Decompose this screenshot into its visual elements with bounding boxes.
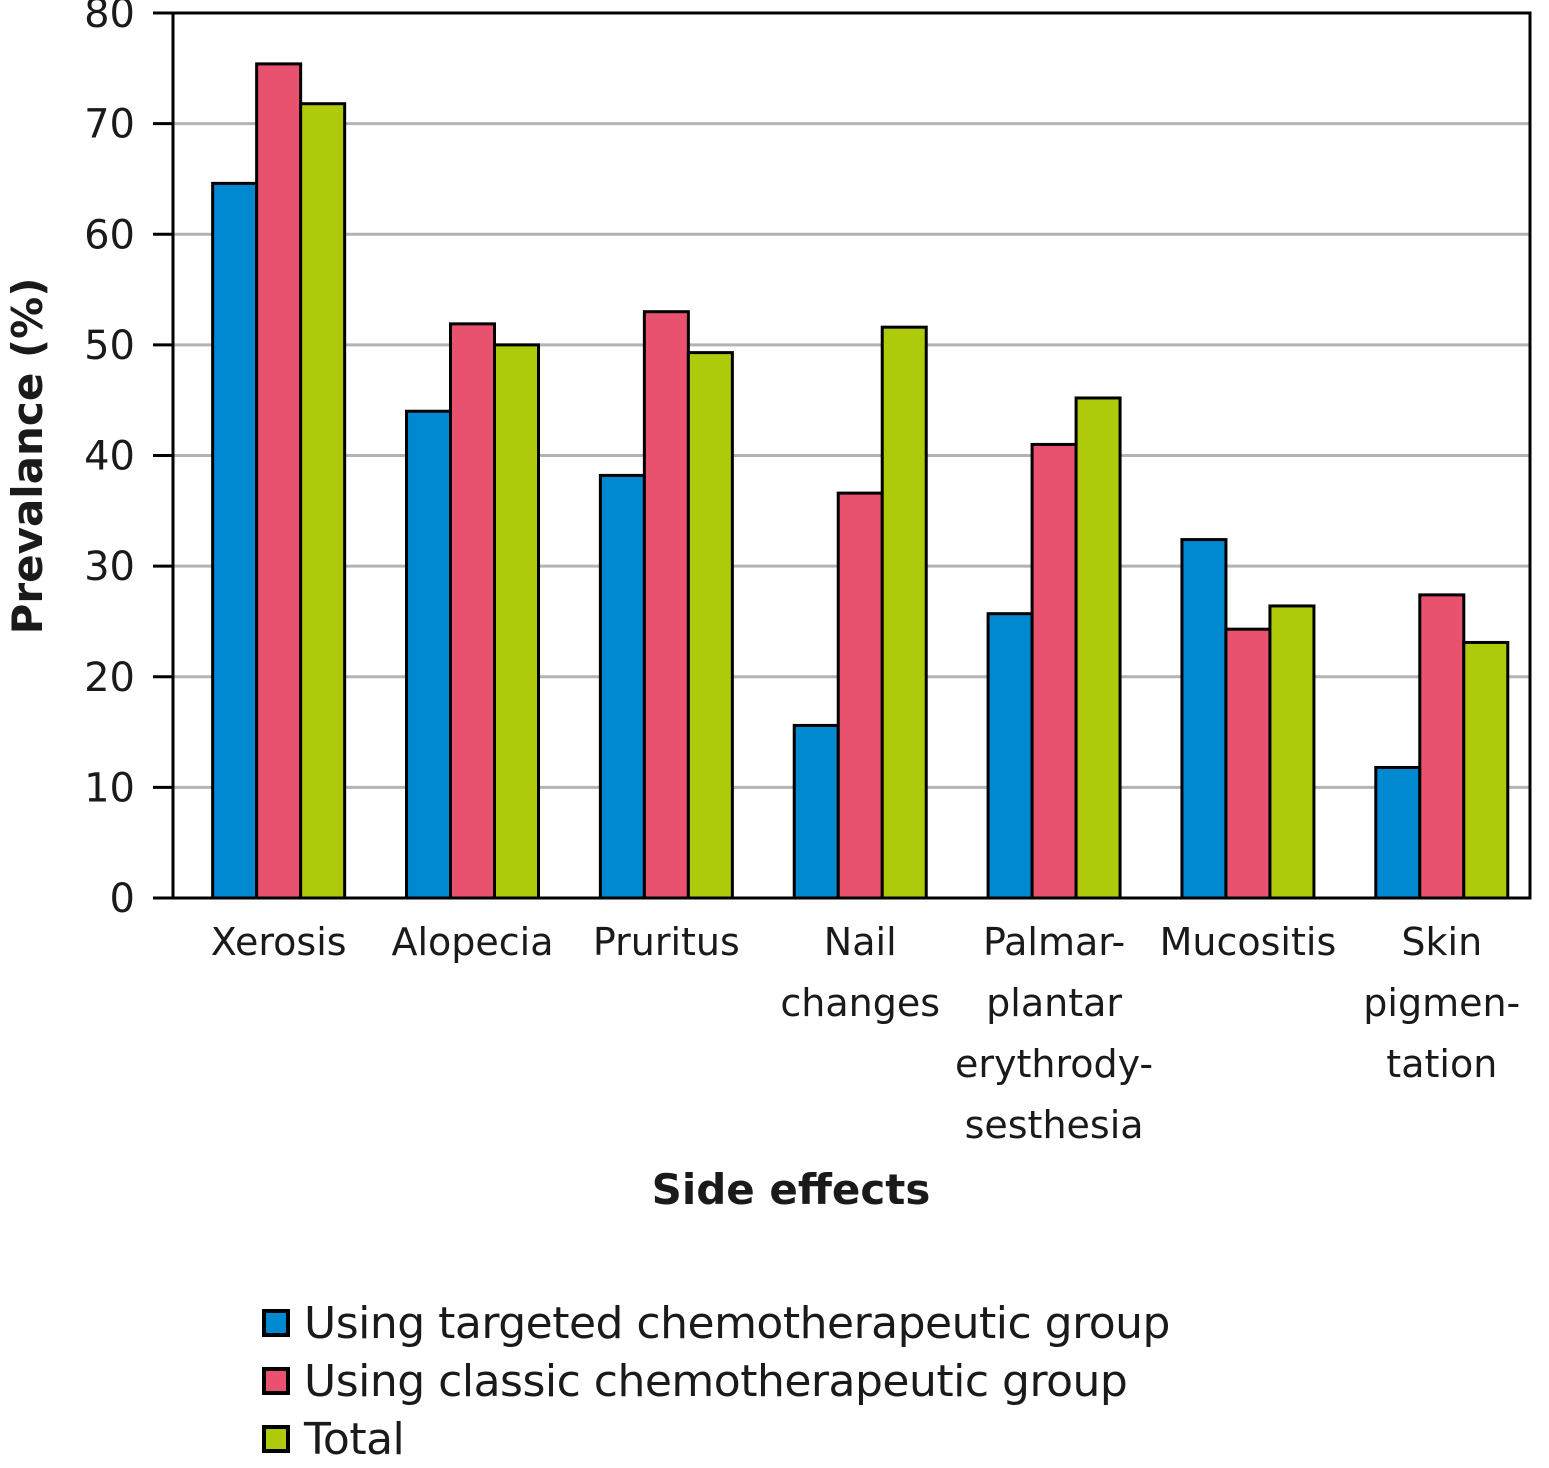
bar — [1462, 640, 1510, 900]
x-tick-label: Xerosis — [211, 920, 347, 964]
legend-label-total: Total — [304, 1413, 405, 1465]
legend-swatch-total — [262, 1425, 290, 1453]
bar — [493, 343, 541, 900]
y-tick-label: 0 — [110, 876, 135, 922]
x-tick-label-line: changes — [780, 981, 940, 1025]
y-tick-label: 70 — [84, 102, 135, 148]
legend: Using targeted chemotherapeutic group Us… — [262, 1294, 1170, 1468]
x-tick-label-line: Mucositis — [1160, 920, 1337, 964]
bar — [792, 723, 840, 900]
bar — [986, 612, 1034, 900]
bar — [255, 62, 303, 900]
x-tick-label: Skin pigmen-tation — [1363, 920, 1520, 1086]
x-tick-label: Nail changes — [780, 920, 940, 1025]
bars — [211, 62, 1510, 900]
legend-swatch-targeted — [262, 1309, 290, 1337]
bar — [211, 181, 259, 900]
bar — [299, 102, 347, 900]
legend-label-classic: Using classic chemotherapeutic group — [304, 1355, 1128, 1407]
y-tick-label: 20 — [84, 655, 135, 701]
y-ticks: 0 10 20 30 40 50 60 70 80 — [84, 0, 173, 922]
x-tick-label-line: Palmar- — [983, 920, 1125, 964]
x-tick-label-line: tation — [1386, 1042, 1497, 1086]
x-tick-label-line: erythrody- — [955, 1042, 1153, 1086]
bar-chart: 0 10 20 30 40 50 60 70 80 Xerosis Alopecia Pruritu… — [3, 0, 1532, 1214]
x-tick-label-line: Pruritus — [593, 920, 740, 964]
x-tick-label-line: pigmen- — [1363, 981, 1520, 1025]
x-tick-label-line: Nail — [824, 920, 897, 964]
bar — [1180, 538, 1228, 900]
x-tick-labels: Xerosis Alopecia Pruritus Nail changes Palmar… — [211, 920, 1521, 1147]
x-tick-label: Mucositis — [1160, 920, 1337, 964]
x-tick-label-line: sesthesia — [965, 1103, 1144, 1147]
bar — [1224, 627, 1272, 900]
bar — [642, 310, 690, 900]
x-tick-label: Pruritus — [593, 920, 740, 964]
y-axis-title: Prevalance (%) — [3, 278, 52, 635]
legend-swatch-classic — [262, 1367, 290, 1395]
x-tick-label-line: Alopecia — [391, 920, 553, 964]
bar — [598, 473, 646, 900]
y-tick-label: 30 — [84, 544, 135, 590]
y-tick-label: 80 — [84, 0, 135, 37]
x-tick-label-line: Skin — [1401, 920, 1482, 964]
legend-label-targeted: Using targeted chemotherapeutic group — [304, 1297, 1170, 1349]
y-tick-label: 40 — [84, 434, 135, 480]
legend-item-classic: Using classic chemotherapeutic group — [262, 1352, 1170, 1410]
bar — [1268, 604, 1316, 900]
x-axis-title: Side effects — [652, 1165, 931, 1214]
y-tick-label: 60 — [84, 212, 135, 258]
legend-item-total: Total — [262, 1410, 1170, 1468]
bar — [1074, 396, 1122, 900]
y-tick-label: 50 — [84, 323, 135, 369]
y-tick-label: 10 — [84, 765, 135, 811]
x-tick-label-line: plantar — [986, 981, 1122, 1025]
bar — [686, 351, 734, 900]
legend-item-targeted: Using targeted chemotherapeutic group — [262, 1294, 1170, 1352]
bar — [836, 491, 884, 900]
x-tick-label: Palmar-plantar erythrody-sesthesia — [955, 920, 1153, 1147]
bar — [1030, 442, 1078, 900]
x-tick-label: Alopecia — [391, 920, 553, 964]
bar — [1418, 593, 1466, 900]
bar — [880, 325, 928, 900]
bar — [1374, 765, 1422, 900]
bar — [405, 409, 453, 900]
bar — [449, 322, 497, 900]
x-tick-label-line: Xerosis — [211, 920, 347, 964]
